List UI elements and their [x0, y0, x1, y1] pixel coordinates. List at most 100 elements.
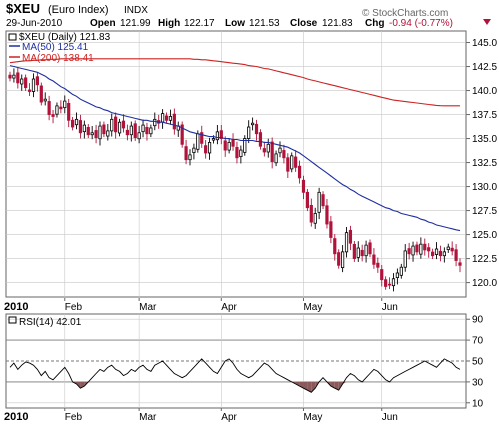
price-x-label: Feb — [65, 302, 83, 313]
candle-body — [297, 165, 302, 179]
candle-body — [344, 232, 349, 253]
rsi-tick-label: 30 — [472, 377, 484, 388]
candle-body — [211, 138, 216, 141]
price-tick-label: 122.5 — [472, 254, 497, 265]
candle-body — [117, 121, 122, 134]
candle-body — [180, 124, 184, 145]
candle-body — [86, 127, 90, 136]
candle-body — [223, 140, 227, 151]
candle-body — [407, 248, 411, 255]
rsi-legend: RSI(14) 42.01 — [19, 317, 82, 328]
candle-body — [35, 76, 39, 86]
legend-price: $XEU (Daily) 121.83 — [19, 32, 111, 43]
candle-body — [317, 191, 321, 213]
candle-body — [239, 149, 243, 158]
candle-body — [55, 105, 59, 115]
price-tick-label: 127.5 — [472, 206, 497, 217]
candle-body — [380, 269, 384, 281]
candle-body — [329, 221, 333, 238]
candle-body — [431, 251, 435, 257]
candle-body — [372, 254, 376, 265]
price-tick-label: 130.0 — [472, 182, 497, 193]
candle-body — [71, 119, 75, 128]
price-tick-label: 137.5 — [472, 110, 497, 121]
candle-body — [309, 204, 313, 223]
candle-body — [98, 125, 102, 140]
candle-body — [110, 118, 114, 132]
candle-body — [333, 238, 337, 255]
candle-body — [247, 126, 251, 139]
candle-body — [125, 129, 129, 136]
candle-body — [168, 116, 173, 121]
candle-body — [227, 141, 231, 151]
price-panel — [5, 30, 467, 298]
candle-body — [59, 106, 63, 110]
quote-date: 29-Jun-2010 — [6, 18, 63, 29]
candle-body — [364, 244, 368, 257]
candle-body — [106, 130, 110, 137]
candle-body — [149, 127, 153, 135]
candle-body — [207, 141, 212, 154]
candle-body — [348, 229, 353, 244]
candle-body — [258, 132, 263, 147]
candle-body — [395, 272, 399, 279]
candle-body — [254, 123, 259, 135]
candle-body — [301, 179, 306, 193]
candle-body — [51, 114, 55, 117]
rsi-tick-label: 70 — [472, 336, 484, 347]
candle-body — [43, 98, 47, 102]
candle-body — [153, 118, 157, 127]
candle-body — [243, 138, 247, 153]
candle-body — [325, 205, 329, 225]
price-tick-label: 132.5 — [472, 158, 497, 169]
candle-body — [16, 72, 20, 84]
candle-body — [67, 103, 71, 121]
candle-body — [294, 156, 298, 168]
price-tick-label: 120.0 — [472, 278, 497, 289]
rsi-oversold-fill — [303, 381, 308, 391]
candle-body — [39, 85, 43, 103]
candle-body — [321, 194, 325, 207]
rsi-line — [9, 358, 461, 393]
candle-body — [20, 78, 24, 85]
price-x-label: Mar — [139, 302, 157, 313]
candle-body — [415, 244, 419, 253]
open-label: Open — [90, 18, 116, 29]
candle-body — [282, 150, 286, 159]
price-x-axis: 2010 Feb Mar Apr May Jun — [4, 298, 398, 313]
rsi-x-label: May — [303, 412, 322, 423]
candle-body — [8, 74, 12, 79]
candle-body — [184, 146, 188, 161]
candle-body — [360, 249, 364, 257]
rsi-x-label: Mar — [139, 412, 157, 423]
candle-body — [368, 242, 372, 255]
candle-body — [391, 278, 396, 287]
price-y-axis: 120.0 122.5 125.0 127.5 130.0 132.5 135.0 137.5… — [466, 38, 497, 289]
price-tick-label: 125.0 — [472, 230, 497, 241]
candle-body — [164, 115, 169, 121]
close-label: Close — [290, 18, 318, 29]
candle-body — [274, 153, 278, 164]
candle-body — [219, 130, 223, 139]
candle-body — [438, 250, 443, 257]
down-arrow-icon — [483, 19, 491, 25]
candle-body — [78, 120, 83, 134]
price-legend: $XEU (Daily) 121.83 MA(50) 125.41 MA(200… — [8, 32, 111, 64]
high-label: High — [158, 18, 180, 29]
candle-body — [384, 279, 388, 287]
candle-body — [12, 74, 16, 79]
candle-body — [27, 89, 32, 92]
rsi-oversold-fill — [311, 381, 316, 393]
candle-body — [356, 247, 360, 258]
price-x-label: 2010 — [4, 301, 28, 313]
candle-legend-icon — [8, 33, 17, 41]
candle-body — [399, 266, 403, 276]
rsi-tick-label: 90 — [472, 315, 484, 326]
candle-body — [74, 118, 79, 126]
price-tick-label: 140.0 — [472, 86, 497, 97]
low-label: Low — [225, 18, 245, 29]
candle-body — [278, 147, 282, 154]
candle-body — [161, 113, 165, 123]
rsi-tick-label: 50 — [472, 357, 484, 368]
